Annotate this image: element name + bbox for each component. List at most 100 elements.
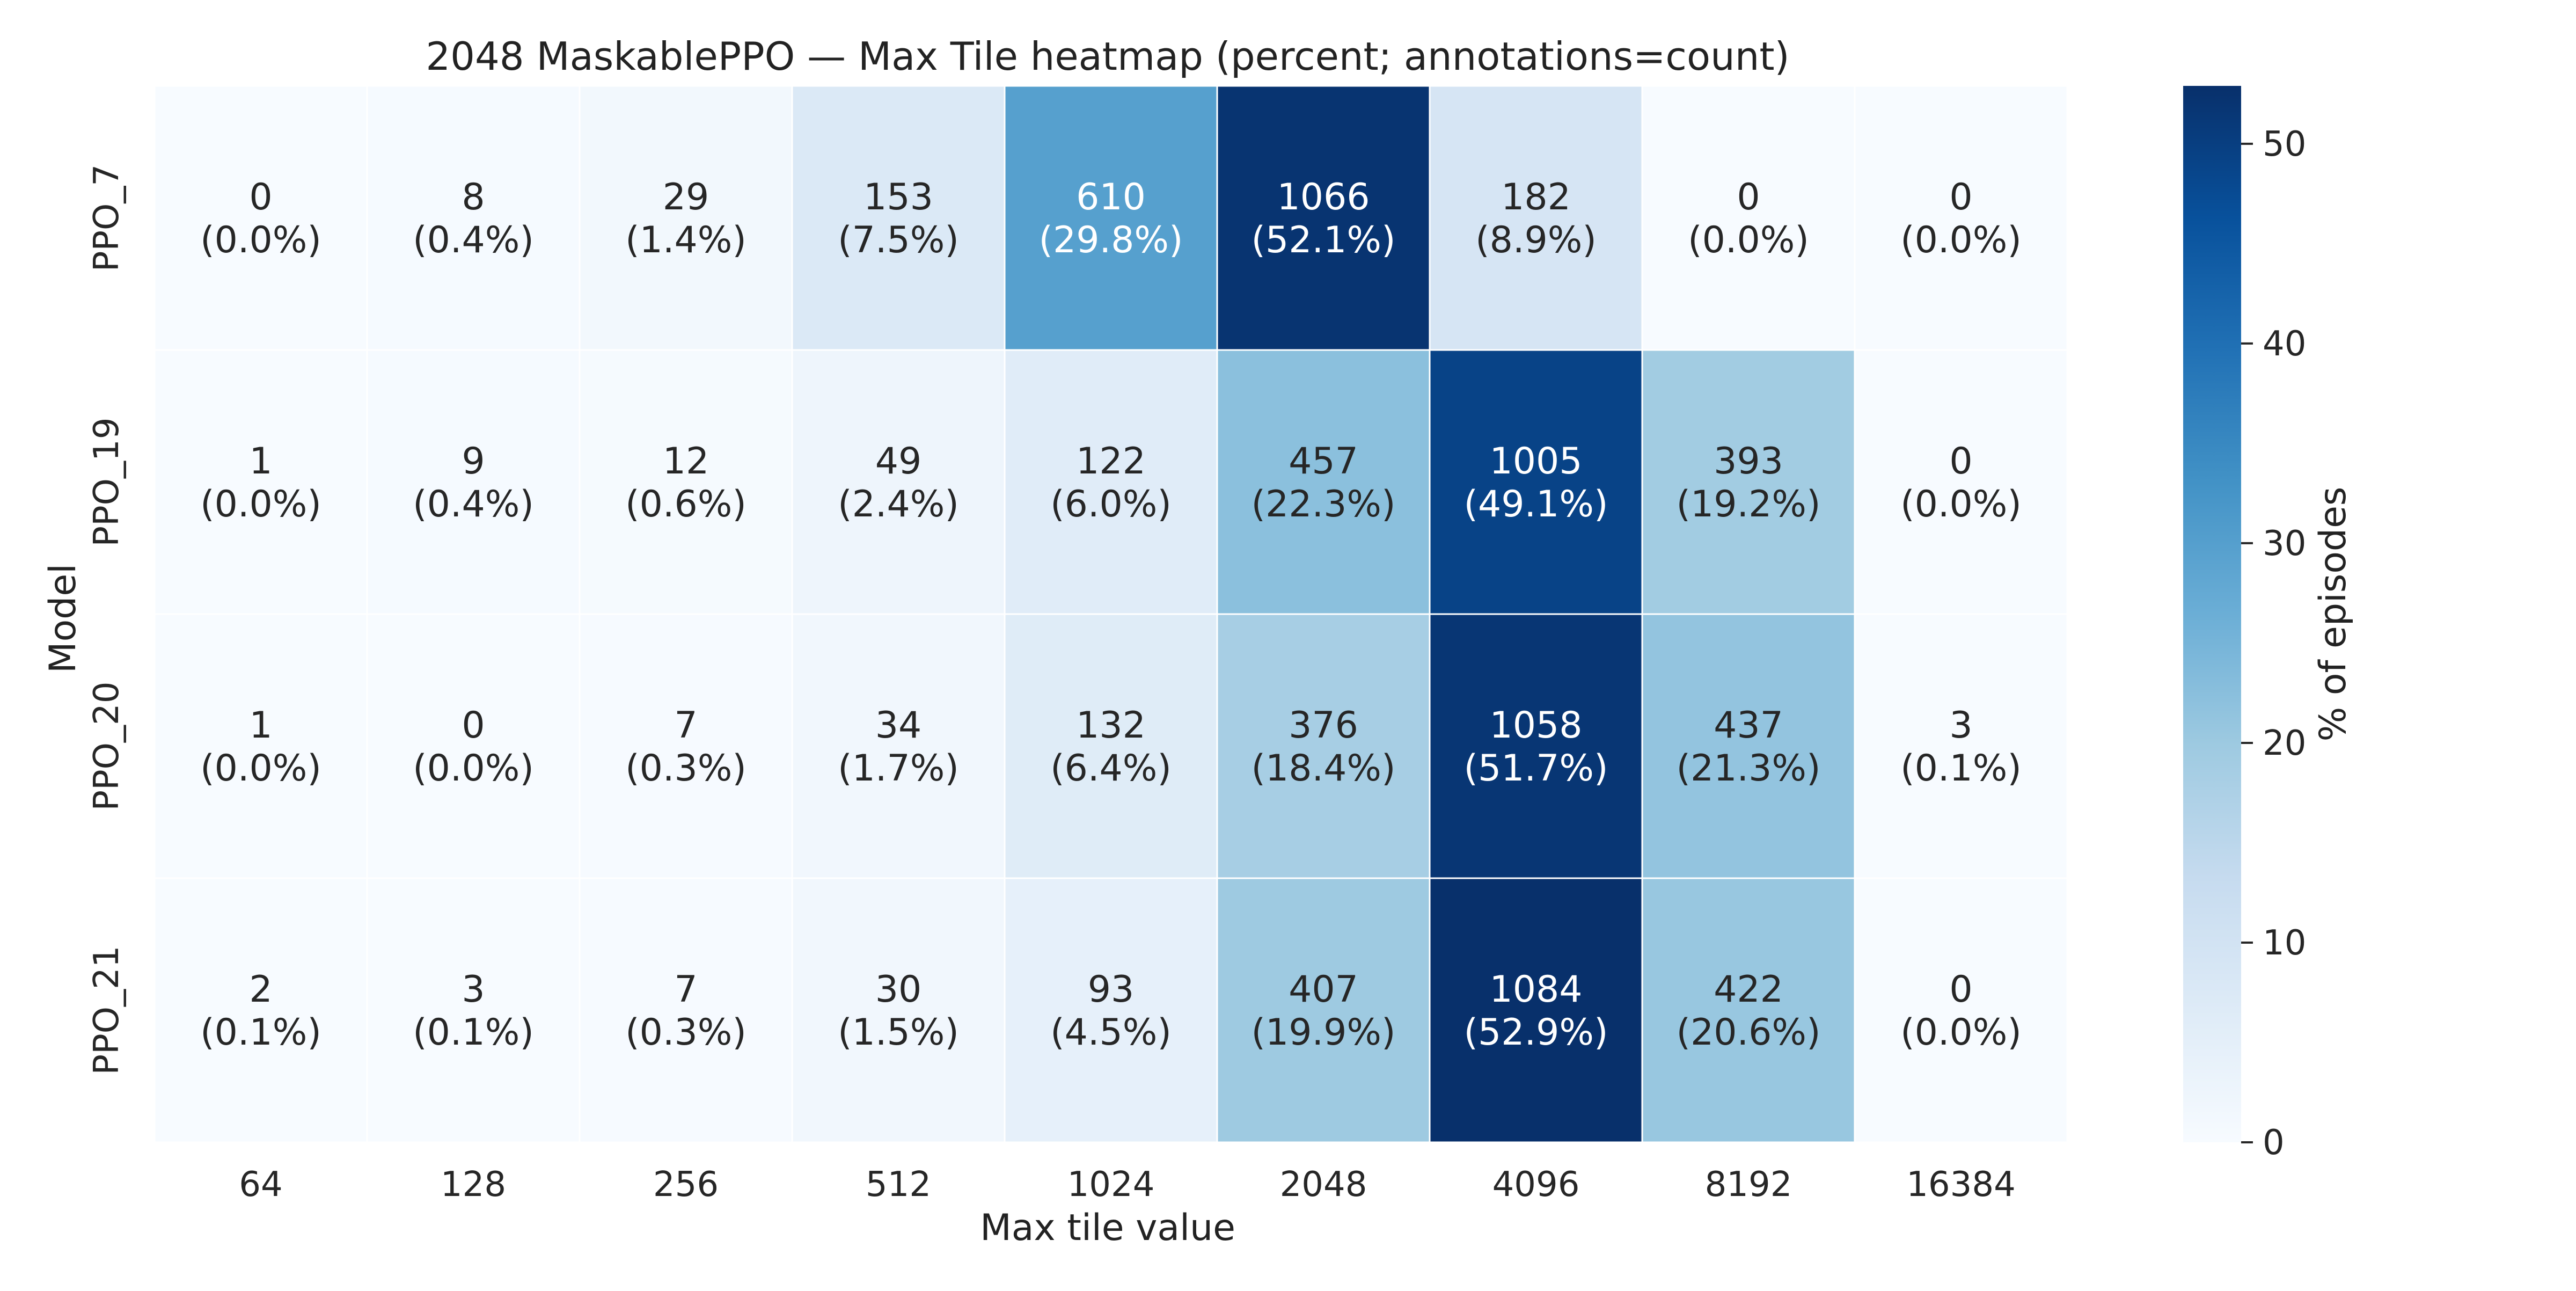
- heatmap-cell: [1854, 613, 2068, 879]
- cell-percent-label: (4.5%): [1050, 1011, 1172, 1054]
- cell-percent-label: (2.4%): [838, 483, 959, 526]
- cell-count-label: 8: [462, 176, 485, 218]
- cell-count-label: 1084: [1489, 968, 1582, 1011]
- x-axis-label: Max tile value: [980, 1207, 1235, 1249]
- cell-count-label: 93: [1088, 968, 1135, 1011]
- cell-percent-label: (1.7%): [838, 747, 959, 790]
- cell-percent-label: (8.9%): [1475, 219, 1597, 261]
- heatmap-cell: [1641, 877, 1856, 1143]
- heatmap-cell: [1429, 349, 1643, 615]
- cell-percent-label: (6.4%): [1050, 747, 1172, 790]
- colorbar-tick-label: 0: [2263, 1123, 2285, 1163]
- cell-percent-label: (19.2%): [1676, 483, 1820, 526]
- colorbar-ticks: 0 10 20 30 40 50: [2241, 125, 2306, 1163]
- cell-count-label: 1066: [1277, 176, 1370, 218]
- cell-count-label: 1058: [1489, 704, 1582, 747]
- cell-count-label: 29: [663, 176, 709, 218]
- x-tick-label: 1024: [1067, 1165, 1155, 1205]
- cell-percent-label: (29.8%): [1038, 219, 1183, 261]
- cell-count-label: 407: [1289, 968, 1358, 1011]
- cell-percent-label: (22.3%): [1251, 483, 1395, 526]
- x-tick-labels: 64 128 256 512 1024 2048 4096 8192 16384: [239, 1165, 2016, 1205]
- cell-percent-label: (0.0%): [200, 483, 321, 526]
- cell-percent-label: (52.1%): [1251, 219, 1395, 261]
- x-tick-label: 128: [441, 1165, 506, 1205]
- colorbar-tick-label: 20: [2263, 724, 2306, 763]
- cell-count-label: 12: [663, 440, 709, 483]
- heatmap-cell: [1004, 349, 1218, 615]
- cell-count-label: 1005: [1489, 440, 1582, 483]
- cell-percent-label: (20.6%): [1676, 1011, 1820, 1054]
- x-tick-label: 64: [239, 1165, 282, 1205]
- y-axis-label: Model: [42, 564, 84, 673]
- cell-percent-label: (6.0%): [1050, 483, 1172, 526]
- heatmap-cell: [153, 85, 368, 351]
- cell-count-label: 132: [1076, 704, 1146, 747]
- y-tick-label: PPO_7: [87, 164, 127, 272]
- cell-percent-label: (0.1%): [200, 1011, 321, 1054]
- heatmap-cell: [791, 613, 1006, 879]
- cell-percent-label: (49.1%): [1463, 483, 1608, 526]
- cell-percent-label: (7.5%): [838, 219, 959, 261]
- heatmap-cell: [153, 349, 368, 615]
- cell-count-label: 1: [249, 704, 272, 747]
- heatmap-cell: [153, 877, 368, 1143]
- x-tick-label: 512: [866, 1165, 931, 1205]
- heatmap-cells: 0(0.0%)8(0.4%)29(1.4%)153(7.5%)610(29.8%…: [153, 85, 2068, 1143]
- heatmap-cell: [366, 613, 581, 879]
- cell-count-label: 437: [1714, 704, 1783, 747]
- cell-count-label: 30: [875, 968, 922, 1011]
- y-tick-label: PPO_21: [87, 946, 127, 1075]
- cell-count-label: 182: [1501, 176, 1571, 218]
- colorbar-tick-label: 50: [2263, 125, 2306, 164]
- colorbar-tick-label: 40: [2263, 324, 2306, 364]
- heatmap-cell: [1004, 85, 1218, 351]
- cell-percent-label: (21.3%): [1676, 747, 1820, 790]
- heatmap-cell: [1854, 877, 2068, 1143]
- chart-title: 2048 MaskablePPO — Max Tile heatmap (per…: [426, 34, 1789, 79]
- cell-percent-label: (0.1%): [1900, 747, 2022, 790]
- cell-count-label: 7: [674, 968, 697, 1011]
- x-tick-label: 2048: [1280, 1165, 1367, 1205]
- cell-percent-label: (0.0%): [1900, 219, 2022, 261]
- cell-count-label: 3: [1949, 704, 1972, 747]
- x-tick-label: 256: [653, 1165, 719, 1205]
- cell-count-label: 0: [462, 704, 485, 747]
- cell-percent-label: (0.6%): [625, 483, 747, 526]
- cell-count-label: 2: [249, 968, 272, 1011]
- x-tick-label: 16384: [1906, 1165, 2016, 1205]
- heatmap-cell: [366, 877, 581, 1143]
- cell-percent-label: (0.0%): [1688, 219, 1809, 261]
- heatmap-cell: [1429, 613, 1643, 879]
- cell-count-label: 1: [249, 440, 272, 483]
- x-tick-label: 8192: [1705, 1165, 1792, 1205]
- cell-count-label: 3: [462, 968, 485, 1011]
- cell-count-label: 0: [1737, 176, 1760, 218]
- cell-count-label: 122: [1076, 440, 1146, 483]
- cell-count-label: 376: [1289, 704, 1358, 747]
- heatmap-cell: [153, 613, 368, 879]
- cell-count-label: 153: [863, 176, 933, 218]
- cell-count-label: 610: [1076, 176, 1146, 218]
- colorbar: [2183, 86, 2241, 1142]
- cell-count-label: 422: [1714, 968, 1783, 1011]
- cell-count-label: 49: [875, 440, 922, 483]
- y-tick-label: PPO_20: [87, 682, 127, 811]
- heatmap-cell: [791, 349, 1006, 615]
- cell-percent-label: (18.4%): [1251, 747, 1395, 790]
- y-tick-labels: PPO_7 PPO_19 PPO_20 PPO_21: [87, 164, 127, 1075]
- colorbar-tick-label: 10: [2263, 923, 2306, 963]
- cell-percent-label: (52.9%): [1463, 1011, 1608, 1054]
- cell-percent-label: (0.0%): [1900, 1011, 2022, 1054]
- cell-percent-label: (0.1%): [413, 1011, 534, 1054]
- heatmap-cell: [1216, 349, 1431, 615]
- cell-percent-label: (0.0%): [413, 747, 534, 790]
- colorbar-tick-label: 30: [2263, 524, 2306, 564]
- heatmap-cell: [1641, 349, 1856, 615]
- cell-percent-label: (1.5%): [838, 1011, 959, 1054]
- cell-percent-label: (0.0%): [1900, 483, 2022, 526]
- cell-percent-label: (0.0%): [200, 219, 321, 261]
- heatmap-cell: [1216, 85, 1431, 351]
